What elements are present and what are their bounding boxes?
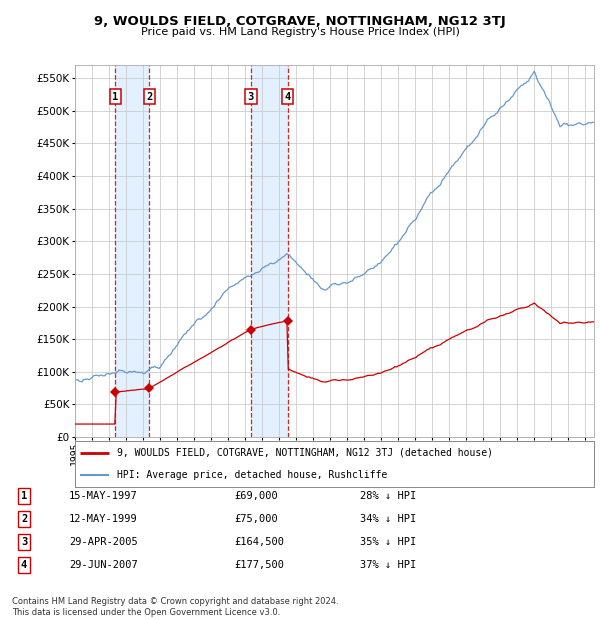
Text: 35% ↓ HPI: 35% ↓ HPI	[360, 537, 416, 547]
Text: 1: 1	[112, 92, 118, 102]
Text: 4: 4	[284, 92, 290, 102]
Text: 34% ↓ HPI: 34% ↓ HPI	[360, 514, 416, 524]
Text: 37% ↓ HPI: 37% ↓ HPI	[360, 560, 416, 570]
Text: 3: 3	[248, 92, 254, 102]
Text: 29-JUN-2007: 29-JUN-2007	[69, 560, 138, 570]
Text: 28% ↓ HPI: 28% ↓ HPI	[360, 491, 416, 501]
Text: 3: 3	[21, 537, 27, 547]
Text: £69,000: £69,000	[234, 491, 278, 501]
Text: 9, WOULDS FIELD, COTGRAVE, NOTTINGHAM, NG12 3TJ: 9, WOULDS FIELD, COTGRAVE, NOTTINGHAM, N…	[94, 16, 506, 29]
Text: 4: 4	[21, 560, 27, 570]
Text: Contains HM Land Registry data © Crown copyright and database right 2024.
This d: Contains HM Land Registry data © Crown c…	[12, 598, 338, 617]
Text: 12-MAY-1999: 12-MAY-1999	[69, 514, 138, 524]
Text: £177,500: £177,500	[234, 560, 284, 570]
Text: 2: 2	[21, 514, 27, 524]
Text: 29-APR-2005: 29-APR-2005	[69, 537, 138, 547]
Text: 1: 1	[21, 491, 27, 501]
Text: 9, WOULDS FIELD, COTGRAVE, NOTTINGHAM, NG12 3TJ (detached house): 9, WOULDS FIELD, COTGRAVE, NOTTINGHAM, N…	[116, 448, 493, 458]
Text: £164,500: £164,500	[234, 537, 284, 547]
Bar	[251, 65, 287, 437]
Text: HPI: Average price, detached house, Rushcliffe: HPI: Average price, detached house, Rush…	[116, 471, 387, 480]
Text: Price paid vs. HM Land Registry's House Price Index (HPI): Price paid vs. HM Land Registry's House …	[140, 27, 460, 37]
Text: 2: 2	[146, 92, 152, 102]
Text: £75,000: £75,000	[234, 514, 278, 524]
Text: 15-MAY-1997: 15-MAY-1997	[69, 491, 138, 501]
Bar	[115, 65, 149, 437]
